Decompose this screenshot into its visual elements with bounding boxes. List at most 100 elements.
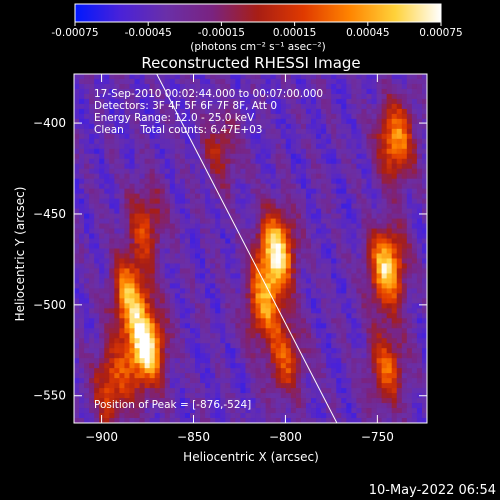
heatmap-cell xyxy=(321,183,327,190)
heatmap-cell xyxy=(189,193,196,200)
heatmap-cell xyxy=(114,408,120,414)
heatmap-cell xyxy=(225,358,231,364)
heatmap-cell xyxy=(174,193,181,200)
heatmap-cell xyxy=(149,408,156,414)
heatmap-cell xyxy=(189,163,196,170)
heatmap-cell xyxy=(195,193,201,200)
plot-frame xyxy=(73,73,428,424)
heatmap-cell xyxy=(326,138,332,145)
heatmap-cell xyxy=(376,273,383,279)
heatmap-cell xyxy=(174,148,181,155)
heatmap-cell xyxy=(386,283,393,289)
heatmap-cell xyxy=(195,418,201,423)
heatmap-cell xyxy=(406,228,413,234)
heatmap-cell xyxy=(159,98,166,105)
heatmap-cell xyxy=(295,238,302,244)
heatmap-cell xyxy=(290,343,297,349)
heatmap-cell xyxy=(84,228,90,234)
heatmap-cell xyxy=(220,298,226,304)
heatmap-cell xyxy=(356,318,362,324)
heatmap-cell xyxy=(311,288,317,294)
heatmap-cell xyxy=(109,78,115,85)
heatmap-cell xyxy=(109,348,115,354)
heatmap-cell xyxy=(104,308,110,314)
heatmap-cell xyxy=(159,213,166,219)
heatmap-cell xyxy=(250,308,256,314)
heatmap-cell xyxy=(376,398,383,404)
heatmap-cell xyxy=(114,193,120,200)
heatmap-cell xyxy=(210,158,216,165)
heatmap-cell xyxy=(260,123,267,130)
heatmap-cell xyxy=(154,303,161,309)
heatmap-cell xyxy=(305,128,312,135)
heatmap-cell xyxy=(94,228,100,234)
heatmap-cell xyxy=(220,83,226,90)
heatmap-cell xyxy=(366,103,372,110)
heatmap-cell xyxy=(391,358,398,364)
heatmap-cell xyxy=(381,218,388,224)
heatmap-cell xyxy=(290,78,297,85)
heatmap-cell xyxy=(119,158,125,165)
heatmap-cell xyxy=(159,118,166,125)
heatmap-cell xyxy=(290,283,297,289)
heatmap-cell xyxy=(74,368,80,374)
heatmap-cell xyxy=(225,353,231,359)
heatmap-cell xyxy=(285,308,292,314)
heatmap-cell xyxy=(154,243,161,249)
heatmap-cell xyxy=(174,368,181,374)
heatmap-cell xyxy=(356,288,362,294)
heatmap-cell xyxy=(174,403,181,409)
heatmap-cell xyxy=(366,318,372,324)
heatmap-cell xyxy=(124,238,130,244)
heatmap-cell xyxy=(225,268,231,274)
heatmap-cell xyxy=(79,418,85,423)
heatmap-cell xyxy=(74,348,80,354)
heatmap-cell xyxy=(331,228,337,234)
heatmap-cell xyxy=(109,158,115,165)
heatmap-cell xyxy=(361,278,367,284)
heatmap-cell xyxy=(351,368,357,374)
heatmap-cell xyxy=(265,123,272,130)
heatmap-cell xyxy=(351,388,357,394)
heatmap-cell xyxy=(104,233,110,239)
heatmap-cell xyxy=(366,298,372,304)
heatmap-cell xyxy=(270,408,277,414)
heatmap-cell xyxy=(94,378,100,384)
heatmap-cell xyxy=(391,233,398,239)
heatmap-cell xyxy=(255,283,261,289)
heatmap-cell xyxy=(411,288,418,294)
heatmap-cell xyxy=(99,248,105,254)
heatmap-cell xyxy=(391,183,398,190)
heatmap-cell xyxy=(376,313,383,319)
heatmap-cell xyxy=(139,353,145,359)
heatmap-cell xyxy=(356,323,362,329)
heatmap-cell xyxy=(235,383,241,389)
heatmap-cell xyxy=(200,133,206,140)
heatmap-cell xyxy=(295,278,302,284)
heatmap-cell xyxy=(189,348,196,354)
heatmap-cell xyxy=(114,128,120,135)
heatmap-cell xyxy=(114,358,120,364)
heatmap-cell xyxy=(290,143,297,150)
heatmap-cell xyxy=(200,238,206,244)
heatmap-cell xyxy=(124,358,130,364)
heatmap-cell xyxy=(371,403,377,409)
heatmap-cell xyxy=(79,143,85,150)
heatmap-cell xyxy=(280,358,287,364)
heatmap-cell xyxy=(285,243,292,249)
heatmap-cell xyxy=(341,138,347,145)
heatmap-cell xyxy=(371,313,377,319)
heatmap-cell xyxy=(265,298,272,304)
heatmap-cell xyxy=(240,383,246,389)
heatmap-cell xyxy=(416,358,423,364)
heatmap-cell xyxy=(391,133,398,140)
heatmap-cell xyxy=(285,303,292,309)
heatmap-cell xyxy=(129,288,135,294)
heatmap-cell xyxy=(240,243,246,249)
heatmap-cell xyxy=(265,333,272,339)
heatmap-cell xyxy=(144,243,151,249)
heatmap-cell xyxy=(316,133,322,140)
heatmap-cell xyxy=(255,398,261,404)
heatmap-cell xyxy=(179,158,186,165)
heatmap-cell xyxy=(210,198,216,205)
